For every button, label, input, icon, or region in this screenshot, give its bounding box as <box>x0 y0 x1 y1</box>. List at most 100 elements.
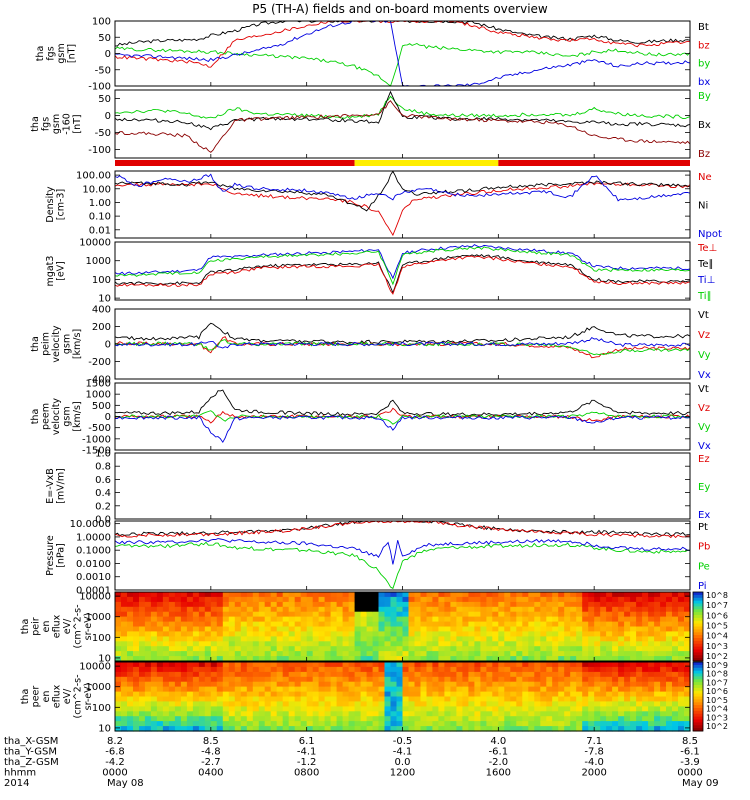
heatmap-cell <box>168 691 176 698</box>
heatmap-cell <box>600 606 607 613</box>
heatmap-cell <box>510 716 517 722</box>
heatmap-cell <box>570 676 577 683</box>
heatmap-cell <box>366 611 374 618</box>
heatmap-cell <box>198 631 206 637</box>
heatmap-cell <box>366 721 374 727</box>
heatmap-cell <box>342 592 350 598</box>
heatmap-cell <box>264 721 272 727</box>
heatmap-cell <box>438 592 445 598</box>
region-segment <box>115 160 355 166</box>
heatmap-cell <box>654 651 661 657</box>
heatmap-cell <box>570 616 577 623</box>
heatmap-cell <box>390 711 398 717</box>
heatmap-cell <box>570 592 577 598</box>
heatmap-cell <box>438 666 445 673</box>
heatmap-cell <box>444 616 451 623</box>
heatmap-cell <box>654 691 661 698</box>
heatmap-cell <box>252 651 260 657</box>
heatmap-cell <box>192 616 200 623</box>
heatmap-cell <box>330 611 338 618</box>
heatmap-cell <box>288 696 296 702</box>
ephemeris-value: -4.1 <box>297 747 317 758</box>
heatmap-cell <box>324 601 332 608</box>
heatmap-cell <box>438 621 445 628</box>
heatmap-cell <box>684 641 691 647</box>
heatmap-cell <box>660 656 667 662</box>
heatmap-cell <box>654 631 661 637</box>
heatmap-cell <box>192 701 200 707</box>
legend-item: Vz <box>698 330 710 341</box>
heatmap-cell <box>486 596 493 603</box>
heatmap-cell <box>180 651 188 657</box>
heatmap-cell <box>426 671 434 678</box>
ephemeris-value: 0400 <box>198 768 223 779</box>
heatmap-cell <box>564 596 571 603</box>
heatmap-cell <box>198 706 206 712</box>
heatmap-cell <box>324 626 332 632</box>
heatmap-cell <box>426 662 434 668</box>
heatmap-cell <box>127 636 134 642</box>
heatmap-cell <box>127 596 134 603</box>
ephemeris-value: 0000 <box>102 768 127 779</box>
heatmap-cell <box>372 626 380 632</box>
heatmap-cell <box>330 641 338 647</box>
heatmap-cell <box>540 641 547 647</box>
heatmap-cell <box>456 711 463 717</box>
heatmap-cell <box>498 636 505 642</box>
heatmap-cell <box>186 671 194 678</box>
heatmap-cell <box>366 662 374 668</box>
heatmap-cell <box>594 611 601 618</box>
legend-item: Vy <box>698 422 711 433</box>
ephemeris-label: 2014 <box>4 778 29 789</box>
heatmap-cell <box>174 631 182 637</box>
ephemeris-label: tha_Y-GSM <box>4 747 57 758</box>
legend-item: Ni <box>698 201 708 212</box>
heatmap-cell <box>390 656 398 662</box>
heatmap-cell <box>228 656 236 662</box>
heatmap-cell <box>558 726 565 732</box>
series-By <box>114 95 691 120</box>
heatmap-cell <box>354 641 362 647</box>
heatmap-cell <box>150 721 158 727</box>
heatmap-cell <box>127 656 134 662</box>
heatmap-cell <box>282 686 290 693</box>
colorbar-swatch <box>693 606 703 610</box>
heatmap-cell <box>127 611 134 618</box>
heatmap-cell <box>390 726 398 732</box>
y-tick-label: -100 <box>88 82 111 93</box>
heatmap-cell <box>642 592 649 598</box>
heatmap-cell <box>216 636 224 642</box>
heatmap-cell <box>576 656 583 662</box>
heatmap-cell <box>216 721 224 727</box>
heatmap-cell <box>450 662 457 668</box>
heatmap-cell <box>396 686 404 693</box>
heatmap-cell <box>444 726 451 732</box>
heatmap-cell <box>336 706 344 712</box>
heatmap-cell <box>510 606 517 613</box>
heatmap-cell <box>366 671 374 678</box>
heatmap-cell <box>660 621 667 628</box>
series-Pi <box>114 538 690 565</box>
heatmap-cell <box>174 676 182 683</box>
heatmap-cell <box>324 596 332 603</box>
heatmap-cell <box>198 656 206 662</box>
heatmap-cell <box>534 666 541 673</box>
heatmap-cell <box>564 651 571 657</box>
heatmap-cell <box>348 721 356 727</box>
heatmap-cell <box>486 716 493 722</box>
heatmap-cell <box>150 671 158 678</box>
heatmap-cell <box>306 671 314 678</box>
heatmap-cell <box>144 676 152 683</box>
heatmap-cell <box>534 596 541 603</box>
heatmap-cell <box>210 606 218 613</box>
heatmap-cell <box>648 711 655 717</box>
y-axis-label-line: gsm <box>51 114 62 134</box>
heatmap-cell <box>144 666 152 673</box>
heatmap-cell <box>366 596 374 603</box>
heatmap-cell <box>240 721 248 727</box>
heatmap-cell <box>372 646 380 652</box>
heatmap-cell <box>546 641 553 647</box>
heatmap-cell <box>516 596 523 603</box>
heatmap-cell <box>294 641 302 647</box>
heatmap-cell <box>252 696 260 702</box>
